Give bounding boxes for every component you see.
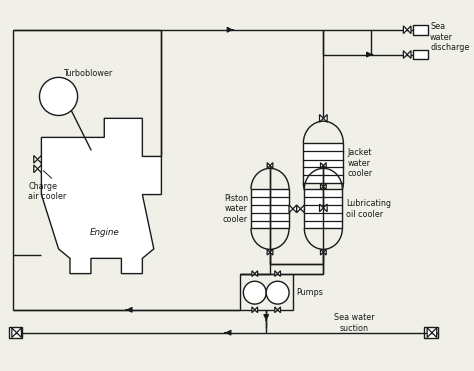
Polygon shape	[289, 205, 293, 213]
Polygon shape	[275, 307, 278, 313]
Bar	[304, 189, 342, 229]
Text: Sea
water
discharge: Sea water discharge	[430, 23, 469, 52]
Polygon shape	[323, 184, 326, 190]
Polygon shape	[427, 328, 432, 338]
Bar	[424, 327, 438, 338]
Polygon shape	[255, 307, 258, 313]
Polygon shape	[267, 249, 270, 255]
Polygon shape	[278, 271, 281, 276]
Polygon shape	[297, 205, 301, 213]
Polygon shape	[252, 307, 255, 313]
Polygon shape	[270, 162, 273, 168]
Polygon shape	[323, 115, 327, 122]
Polygon shape	[255, 271, 258, 276]
Polygon shape	[432, 328, 437, 338]
Polygon shape	[252, 271, 255, 276]
Polygon shape	[293, 205, 297, 213]
Polygon shape	[37, 155, 41, 163]
Polygon shape	[34, 165, 37, 173]
Polygon shape	[270, 249, 273, 255]
Text: Sea water
suction: Sea water suction	[334, 313, 374, 333]
Polygon shape	[319, 115, 323, 122]
Polygon shape	[407, 51, 411, 58]
Bar	[413, 50, 428, 59]
Text: Pumps: Pumps	[297, 288, 324, 297]
Polygon shape	[323, 204, 327, 212]
Text: Turboblower: Turboblower	[64, 69, 112, 78]
Circle shape	[243, 281, 266, 304]
Polygon shape	[267, 162, 270, 168]
Polygon shape	[320, 249, 323, 255]
Polygon shape	[12, 328, 17, 338]
Polygon shape	[301, 205, 304, 213]
Text: Engine: Engine	[90, 228, 119, 237]
Text: Jacket
water
cooler: Jacket water cooler	[347, 148, 372, 178]
Text: Lubricating
oil cooler: Lubricating oil cooler	[346, 199, 391, 219]
Polygon shape	[320, 184, 323, 190]
Bar	[251, 189, 289, 229]
Bar	[413, 25, 428, 35]
Circle shape	[266, 281, 289, 304]
Polygon shape	[17, 328, 21, 338]
Text: Charge
air cooler: Charge air cooler	[28, 182, 66, 201]
Bar	[9, 327, 22, 338]
Bar	[239, 273, 293, 310]
Polygon shape	[403, 51, 407, 58]
Circle shape	[39, 78, 78, 115]
Polygon shape	[407, 26, 411, 33]
Polygon shape	[278, 307, 281, 313]
Polygon shape	[275, 271, 278, 276]
Polygon shape	[319, 204, 323, 212]
Polygon shape	[323, 249, 326, 255]
Polygon shape	[41, 118, 162, 273]
Polygon shape	[37, 165, 41, 173]
Text: Piston
water
cooler: Piston water cooler	[223, 194, 248, 224]
Polygon shape	[320, 162, 323, 168]
Polygon shape	[403, 26, 407, 33]
Polygon shape	[323, 162, 326, 168]
Bar	[303, 143, 343, 183]
Polygon shape	[34, 155, 37, 163]
